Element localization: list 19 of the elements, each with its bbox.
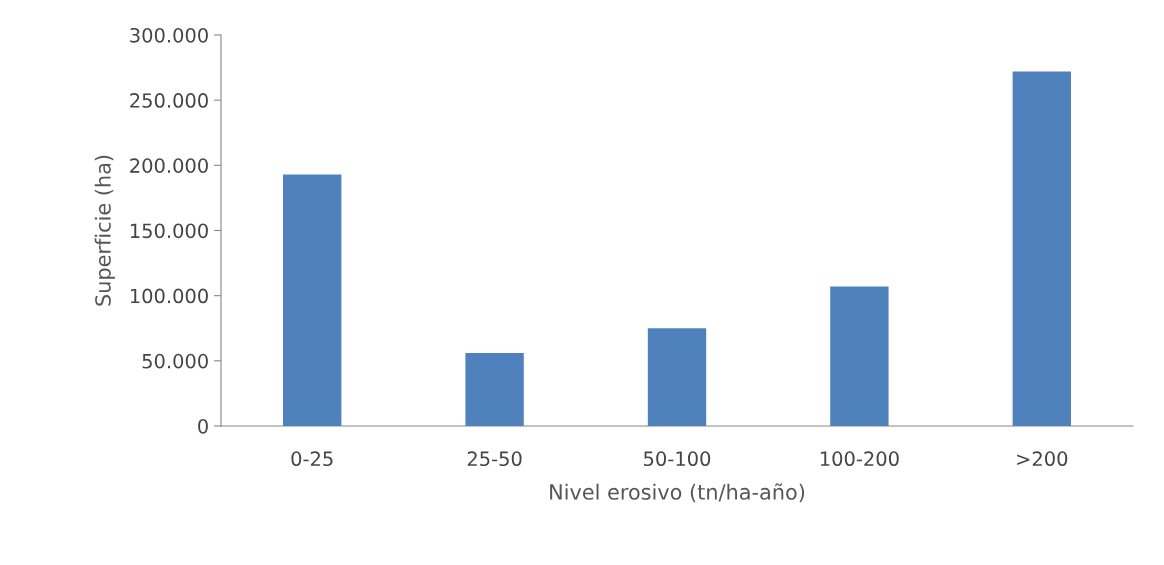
x-tick-label: >200 xyxy=(1017,451,1068,467)
x-tick-label: 25-50 xyxy=(467,451,522,467)
x-tick-label: 100-200 xyxy=(820,451,899,467)
bar xyxy=(1012,71,1071,426)
y-tick-label: 200.000 xyxy=(130,158,208,173)
y-tick-label: 250.000 xyxy=(130,93,208,108)
y-tick-label: 300.000 xyxy=(130,27,208,43)
bar xyxy=(465,353,524,426)
y-axis-title: Superficie (ha) xyxy=(94,155,115,306)
y-tick-label: 150.000 xyxy=(130,223,208,239)
bar xyxy=(283,174,342,426)
x-tick-label: 50-100 xyxy=(644,451,711,467)
x-tick-label: 0-25 xyxy=(291,451,333,467)
x-axis-title: Nivel erosivo (tn/ha-año) xyxy=(550,483,805,503)
y-tick-label: 50.000 xyxy=(142,353,208,369)
y-tick-label: 100.000 xyxy=(130,288,208,304)
bar xyxy=(647,328,707,426)
y-tick-label: 0 xyxy=(198,418,208,434)
bar xyxy=(830,286,889,426)
